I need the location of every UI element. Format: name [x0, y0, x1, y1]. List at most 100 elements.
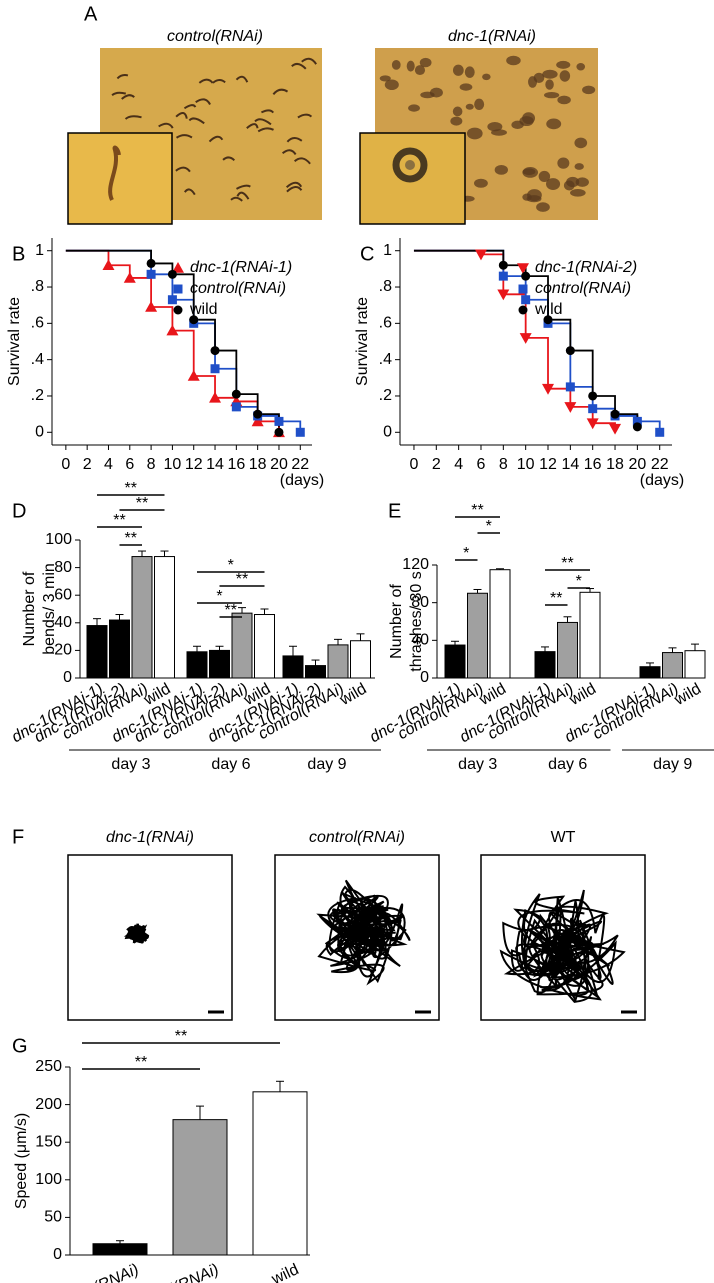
worm — [175, 112, 188, 119]
marker — [586, 418, 599, 430]
survival-line — [413, 249, 639, 427]
marker — [123, 271, 136, 283]
panel-title: WT — [551, 829, 576, 846]
bar — [467, 592, 488, 679]
bar — [579, 591, 601, 679]
bar — [305, 665, 326, 679]
bar — [639, 666, 661, 679]
worm — [494, 164, 508, 175]
image-label: dnc-1(RNAi) — [448, 28, 536, 45]
worm — [557, 95, 571, 105]
marker — [167, 269, 177, 279]
legend-label: dnc-1(RNAi-2) — [535, 259, 637, 276]
y-tick-label: 0 — [420, 669, 429, 686]
worm — [582, 85, 596, 95]
marker — [251, 415, 264, 427]
marker — [210, 364, 220, 374]
worm — [452, 64, 464, 76]
y-tick-label: .2 — [31, 387, 44, 404]
worm — [260, 109, 275, 114]
worm — [379, 75, 391, 82]
marker — [565, 346, 575, 356]
marker — [274, 427, 284, 437]
significance-label: ** — [225, 602, 237, 619]
y-tick-label: .4 — [31, 351, 44, 368]
bar — [557, 621, 578, 679]
y-tick-label: 1 — [383, 242, 392, 259]
marker — [274, 416, 284, 426]
survival-line — [65, 249, 302, 433]
y-tick-label: 0 — [383, 424, 392, 441]
x-tick-label: 6 — [125, 456, 134, 473]
trajectory — [123, 923, 150, 944]
marker — [209, 391, 222, 403]
worm — [230, 196, 243, 202]
x-tick-label: 18 — [606, 456, 624, 473]
worm — [405, 160, 415, 170]
worm — [570, 188, 586, 197]
y-tick-label: 100 — [35, 1171, 62, 1188]
marker — [519, 333, 532, 344]
worm — [297, 113, 313, 119]
x-tick-label: dnc-1(RNAi) — [55, 1261, 142, 1283]
bar — [92, 1243, 148, 1256]
worm — [212, 79, 226, 84]
worm — [384, 79, 399, 91]
worm — [574, 163, 584, 170]
worm — [482, 73, 491, 81]
group-label: day 3 — [111, 756, 150, 773]
worm — [111, 91, 127, 97]
x-tick-label: 16 — [227, 456, 245, 473]
worm — [465, 103, 474, 110]
y-tick-label: .8 — [31, 278, 44, 295]
marker — [253, 409, 263, 419]
y-tick-label: .8 — [379, 278, 392, 295]
panel-letter: G — [12, 1035, 28, 1057]
worm — [272, 88, 289, 95]
worm — [557, 157, 570, 169]
survival-line — [413, 249, 616, 429]
x-tick-label: 14 — [206, 456, 224, 473]
panel-letter: A — [84, 3, 98, 25]
worm — [452, 106, 463, 117]
bar — [209, 649, 230, 679]
panel-title: dnc-1(RNAi) — [106, 829, 194, 846]
significance-label: ** — [125, 480, 137, 497]
marker — [521, 295, 531, 305]
worm — [235, 75, 249, 83]
x-tick-label: 10 — [517, 456, 535, 473]
worm — [544, 91, 560, 99]
x-tick-label: 6 — [477, 456, 486, 473]
worm — [285, 181, 303, 188]
group-label: day 3 — [458, 756, 497, 773]
significance-label: * — [463, 545, 469, 562]
worm — [391, 59, 401, 70]
group-label: day 9 — [653, 756, 692, 773]
marker — [166, 324, 179, 336]
worm — [546, 118, 562, 130]
y-tick-label: 50 — [44, 1209, 62, 1226]
y-tick-label: .6 — [31, 315, 44, 332]
significance-label: * — [228, 557, 234, 574]
worm — [183, 104, 197, 110]
y-tick-label: 40 — [411, 632, 429, 649]
panel-title: control(RNAi) — [309, 829, 405, 846]
x-tick-label: wild — [336, 680, 369, 709]
significance-label: * — [576, 573, 582, 590]
x-tick-label: 16 — [584, 456, 602, 473]
bar — [534, 651, 556, 679]
worm — [175, 166, 191, 173]
x-tick-label: 12 — [539, 456, 557, 473]
worm — [121, 94, 135, 100]
x-tick-label: 20 — [270, 456, 288, 473]
worm — [542, 69, 558, 79]
marker — [588, 391, 598, 401]
group-label: day 9 — [307, 756, 346, 773]
legend-marker — [172, 262, 184, 273]
y-tick-label: 60 — [54, 586, 72, 603]
y-tick-label: 120 — [402, 556, 429, 573]
marker — [102, 259, 115, 271]
significance-label: ** — [175, 1028, 187, 1045]
marker — [632, 422, 642, 432]
